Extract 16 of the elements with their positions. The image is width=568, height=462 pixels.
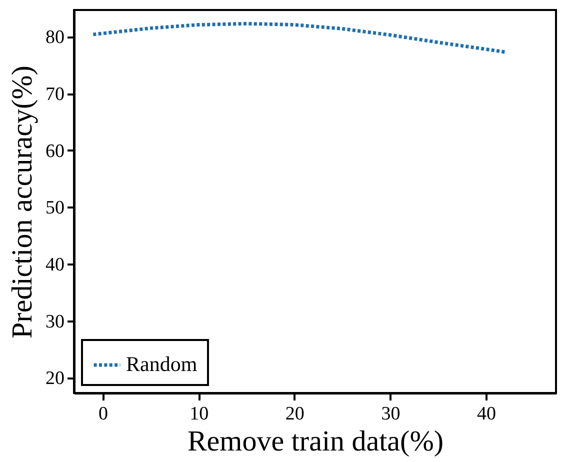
y-tick-label: 80 [46, 27, 64, 48]
x-tick-label: 40 [477, 404, 496, 424]
y-tick-label: 40 [46, 254, 64, 276]
y-tick-label: 60 [46, 140, 64, 162]
x-axis-title: Remove train data(%) [187, 426, 444, 458]
legend-label: Random [126, 352, 198, 376]
x-tick-label: 0 [98, 404, 108, 424]
y-tick-label: 20 [46, 368, 64, 390]
x-tick-label: 10 [190, 404, 209, 424]
y-tick-label: 70 [46, 84, 64, 106]
y-tick-label: 30 [46, 311, 64, 332]
y-tick-label: 50 [46, 198, 64, 219]
x-tick-label: 30 [381, 404, 400, 424]
y-axis-title: Prediction accuracy(%) [6, 66, 38, 338]
line-series [91, 22, 507, 54]
x-tick-label: 20 [285, 404, 304, 424]
